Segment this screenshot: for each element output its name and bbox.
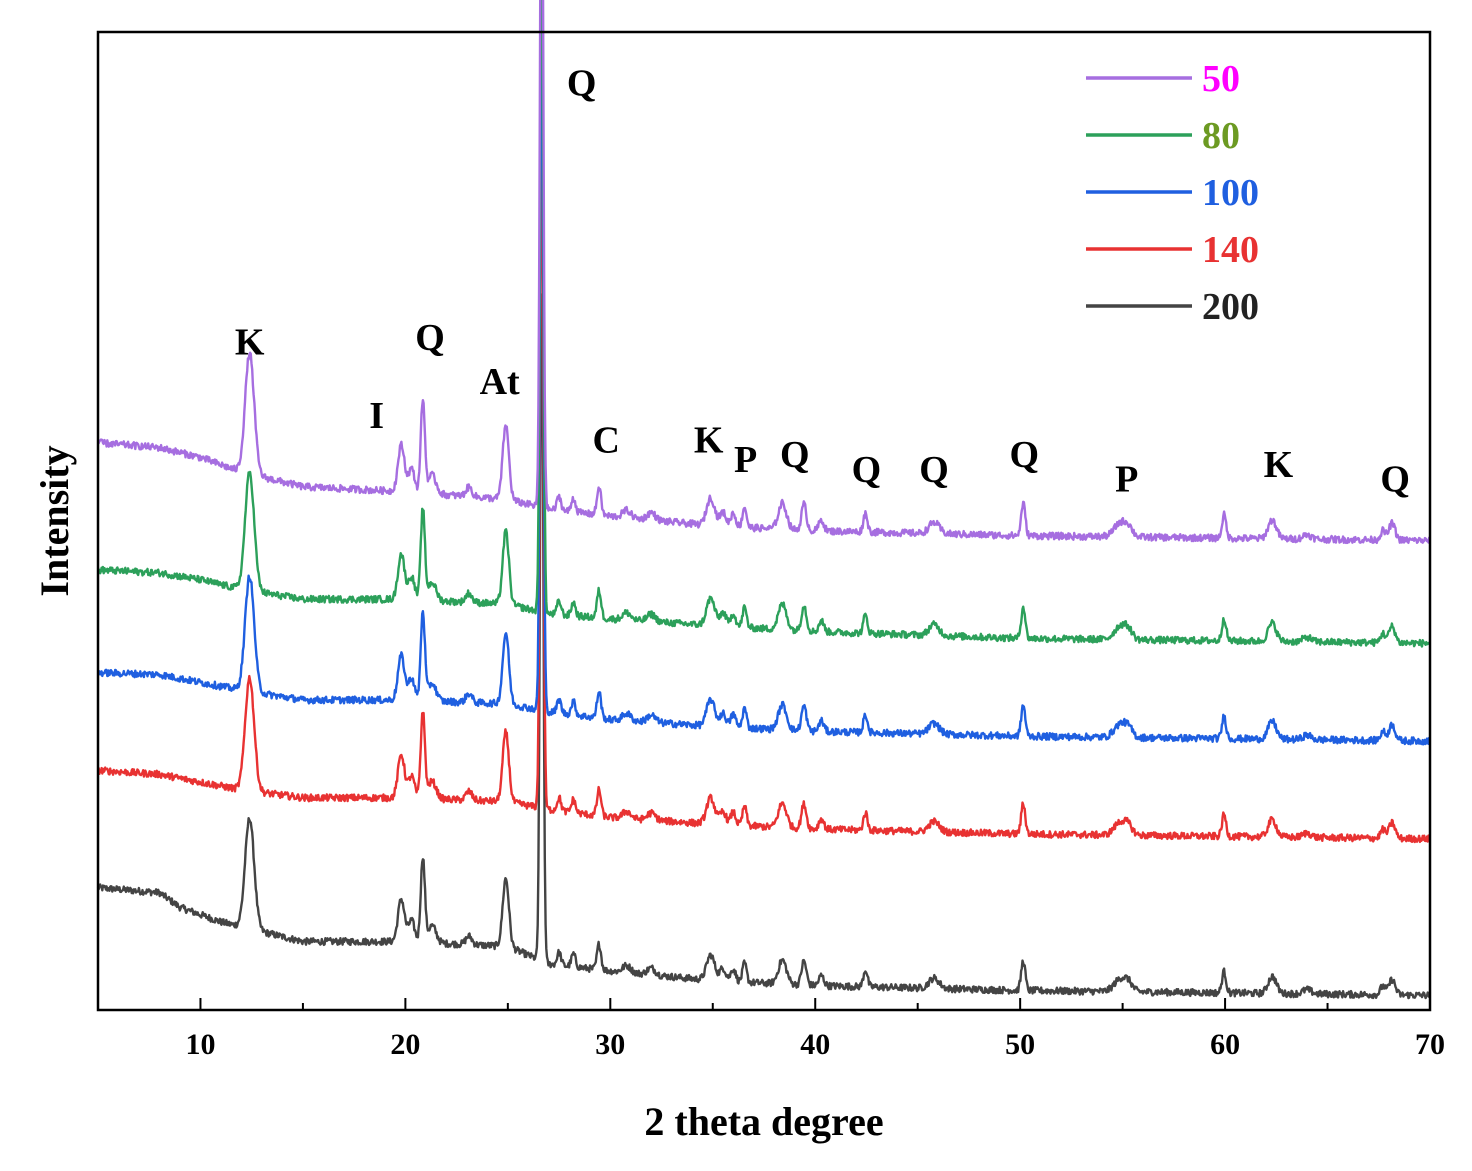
series-line-200: [96, 293, 1432, 1000]
x-axis-title: 2 theta degree: [644, 1099, 883, 1144]
legend-label-80: 80: [1202, 115, 1240, 157]
peak-label: Q: [415, 317, 445, 359]
peak-label: P: [734, 439, 757, 481]
x-tick-label: 10: [185, 1028, 215, 1061]
peak-label: At: [480, 361, 520, 403]
legend: 50 80 100 140 200: [1086, 58, 1259, 328]
series-line-80: [96, 0, 1431, 648]
series-line-140: [97, 125, 1431, 844]
peak-label: Q: [919, 449, 949, 491]
peak-label: Q: [567, 63, 597, 105]
x-tick-label: 50: [1005, 1028, 1035, 1061]
peak-label: Q: [852, 449, 882, 491]
legend-label-200: 200: [1202, 286, 1259, 328]
axes: 10 20 30 40 50 60 70 2 theta degree Intensity: [32, 30, 1445, 1144]
peak-label: K: [1264, 444, 1294, 486]
series-group: [96, 0, 1432, 1000]
series-line-50: [97, 0, 1431, 545]
legend-label-100: 100: [1202, 172, 1259, 214]
peak-label: C: [592, 420, 619, 462]
y-axis-title: Intensity: [32, 445, 77, 596]
x-tick-label: 70: [1415, 1028, 1445, 1061]
peak-label: K: [235, 322, 265, 364]
peak-label: K: [694, 420, 724, 462]
legend-label-50: 50: [1202, 58, 1240, 100]
peak-label: Q: [1009, 434, 1039, 476]
peak-label: P: [1115, 459, 1138, 501]
x-tick-label: 40: [800, 1028, 830, 1061]
x-tick-label: 20: [390, 1028, 420, 1061]
peak-label: I: [369, 395, 384, 437]
plot-frame: [96, 30, 1432, 1012]
peak-label: Q: [1380, 459, 1410, 501]
legend-label-140: 140: [1202, 229, 1259, 271]
peak-label: Q: [780, 434, 810, 476]
series-line-100: [97, 8, 1432, 746]
x-tick-label: 60: [1210, 1028, 1240, 1061]
x-tick-label: 30: [595, 1028, 625, 1061]
